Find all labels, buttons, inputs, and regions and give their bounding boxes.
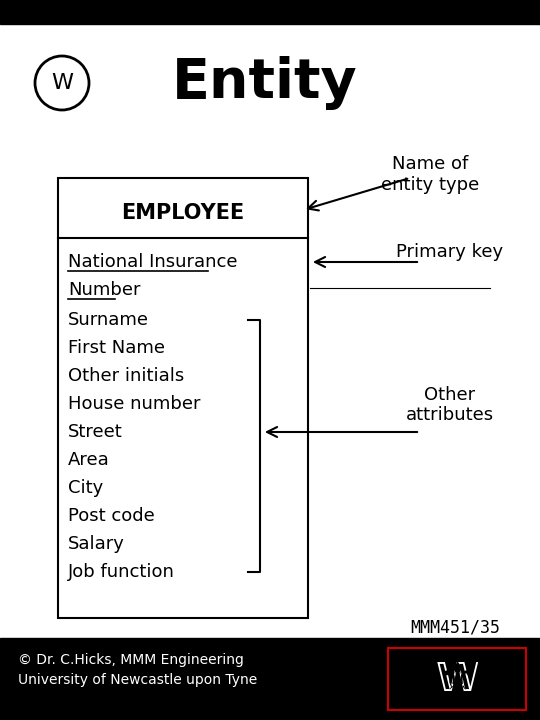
Bar <box>0 0 540 24</box>
Text: EMPLOYEE: EMPLOYEE <box>122 203 245 223</box>
Text: University of Newcastle upon Tyne: University of Newcastle upon Tyne <box>18 673 257 687</box>
Text: © Dr. C.Hicks, MMM Engineering: © Dr. C.Hicks, MMM Engineering <box>18 653 244 667</box>
Text: Surname: Surname <box>68 311 149 329</box>
Text: Post code: Post code <box>68 507 155 525</box>
Text: Entity: Entity <box>172 56 358 110</box>
Text: National Insurance: National Insurance <box>68 253 238 271</box>
Bar <box>58 178 308 618</box>
Text: Other initials: Other initials <box>68 367 184 385</box>
Text: Primary key: Primary key <box>396 243 504 261</box>
Text: Other
attributes: Other attributes <box>406 386 494 424</box>
Text: 𝕎: 𝕎 <box>435 661 478 699</box>
Text: Street: Street <box>68 423 123 441</box>
Text: Job function: Job function <box>68 563 175 581</box>
Text: Salary: Salary <box>68 535 125 553</box>
Bar <box>0 638 540 720</box>
Text: Area: Area <box>68 451 110 469</box>
Text: ⚜: ⚜ <box>438 659 476 701</box>
Text: First Name: First Name <box>68 339 165 357</box>
Text: Name of
entity type: Name of entity type <box>381 155 479 194</box>
Text: Number: Number <box>68 281 140 299</box>
Bar <box>388 648 526 710</box>
Text: House number: House number <box>68 395 200 413</box>
Text: W: W <box>51 73 73 93</box>
Text: MMM451/35: MMM451/35 <box>410 619 500 637</box>
Text: City: City <box>68 479 103 497</box>
